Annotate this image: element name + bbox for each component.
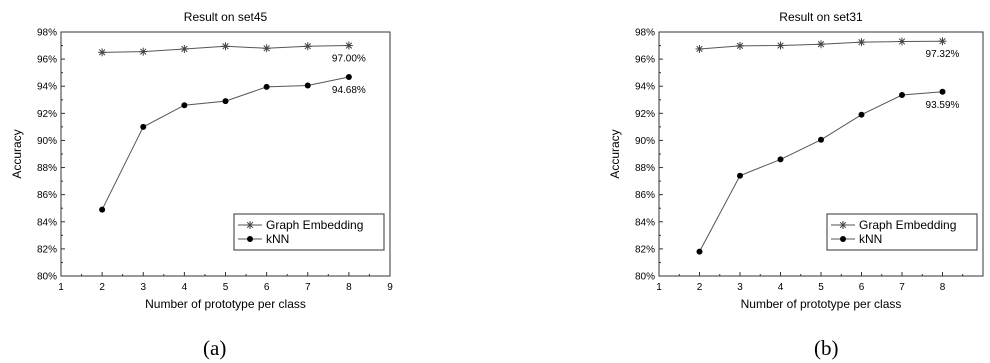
x-tick-label: 2	[697, 282, 703, 293]
y-tick-label: 98%	[37, 28, 57, 39]
point-knn	[777, 156, 784, 163]
point-graph-embedding	[776, 41, 785, 50]
y-tick-label: 90%	[635, 136, 655, 147]
y-tick-label: 80%	[635, 272, 655, 283]
x-tick-label: 1	[656, 282, 662, 293]
point-knn	[181, 102, 188, 109]
x-tick-label: 6	[859, 282, 865, 293]
point-knn	[899, 92, 905, 99]
x-tick-label: 8	[346, 282, 352, 293]
figure-caption-a: (a)	[203, 336, 227, 360]
point-graph-embedding	[98, 48, 107, 57]
x-tick-label: 7	[305, 282, 311, 293]
point-knn	[939, 88, 946, 95]
point-knn	[345, 74, 352, 81]
point-knn	[304, 82, 311, 89]
legend-label: kNN	[859, 232, 882, 246]
x-tick-label: 2	[99, 282, 105, 293]
data-label: 97.00%	[332, 54, 366, 65]
point-graph-embedding	[817, 40, 825, 49]
legend-marker-knn	[840, 236, 846, 242]
point-knn	[737, 172, 743, 179]
legend-marker-knn	[247, 236, 253, 242]
y-tick-label: 92%	[635, 109, 655, 120]
chart-title: Result on set31	[779, 10, 863, 24]
legend-label: Graph Embedding	[266, 218, 363, 232]
point-graph-embedding	[938, 37, 947, 46]
x-axis-label: Number of prototype per class	[741, 297, 902, 311]
x-tick-label: 4	[182, 282, 188, 293]
y-tick-label: 84%	[37, 217, 57, 228]
data-label: 97.32%	[926, 49, 960, 60]
y-tick-label: 82%	[37, 244, 57, 255]
y-tick-label: 86%	[635, 190, 655, 201]
y-tick-label: 96%	[635, 55, 655, 66]
y-tick-label: 88%	[635, 163, 655, 174]
x-tick-label: 5	[223, 282, 229, 293]
point-knn	[222, 98, 229, 105]
x-tick-label: 7	[899, 282, 905, 293]
point-graph-embedding	[898, 37, 906, 46]
x-tick-label: 8	[940, 282, 946, 293]
point-knn	[263, 83, 270, 90]
accuracy-chart-set31: Result on set31 80% 82% 84% 86% 88% 90% 92% 94% 9…	[608, 10, 984, 311]
legend-box	[233, 213, 385, 251]
legend-box	[826, 213, 978, 251]
legend-label: kNN	[266, 232, 289, 246]
x-tick-label: 1	[58, 282, 64, 293]
y-axis-label: Accuracy	[608, 129, 622, 178]
point-graph-embedding	[857, 38, 866, 47]
x-tick-label: 6	[264, 282, 270, 293]
point-knn	[140, 123, 147, 130]
chart-panel-a: Result on set45 80% 82% 84% 86% 88% 90% 92% 94% 9…	[0, 0, 400, 363]
data-label: 94.68%	[332, 85, 366, 96]
y-tick-label: 86%	[37, 190, 57, 201]
y-tick-label: 92%	[37, 109, 57, 120]
x-tick-label: 9	[387, 282, 393, 293]
y-tick-label: 84%	[635, 217, 655, 228]
point-graph-embedding	[262, 44, 271, 53]
point-knn	[818, 136, 824, 143]
point-graph-embedding	[221, 42, 230, 51]
series-line-knn	[101, 76, 349, 210]
y-tick-label: 90%	[37, 136, 57, 147]
y-axis-label: Accuracy	[10, 129, 24, 178]
point-graph-embedding	[695, 44, 704, 53]
point-graph-embedding	[736, 41, 744, 50]
y-tick-label: 94%	[37, 82, 57, 93]
x-axis-label: Number of prototype per class	[145, 297, 306, 311]
x-tick-label: 3	[737, 282, 743, 293]
y-tick-label: 88%	[37, 163, 57, 174]
x-tick-label: 4	[778, 282, 784, 293]
legend-label: Graph Embedding	[859, 218, 956, 232]
legend-marker-graph-embedding	[839, 221, 847, 229]
point-knn	[696, 248, 703, 255]
y-tick-label: 82%	[635, 244, 655, 255]
chart-panel-b: Result on set31 80% 82% 84% 86% 88% 90% 92% 94% 9…	[600, 0, 990, 363]
point-graph-embedding	[139, 47, 148, 56]
point-graph-embedding	[180, 44, 189, 53]
point-knn	[99, 206, 106, 213]
accuracy-chart-set45: Result on set45 80% 82% 84% 86% 88% 90% 92% 94% 9…	[10, 10, 393, 311]
y-tick-label: 80%	[37, 272, 57, 283]
point-graph-embedding	[303, 42, 312, 51]
x-tick-label: 5	[818, 282, 824, 293]
x-tick-label: 3	[140, 282, 146, 293]
figure-caption-b: (b)	[814, 336, 839, 360]
legend-marker-graph-embedding	[246, 221, 254, 229]
point-graph-embedding	[344, 41, 353, 50]
y-tick-label: 94%	[635, 82, 655, 93]
y-tick-label: 96%	[37, 55, 57, 66]
y-tick-label: 98%	[635, 28, 655, 39]
data-label: 93.59%	[926, 100, 960, 111]
point-knn	[858, 111, 865, 118]
chart-title: Result on set45	[184, 10, 268, 24]
